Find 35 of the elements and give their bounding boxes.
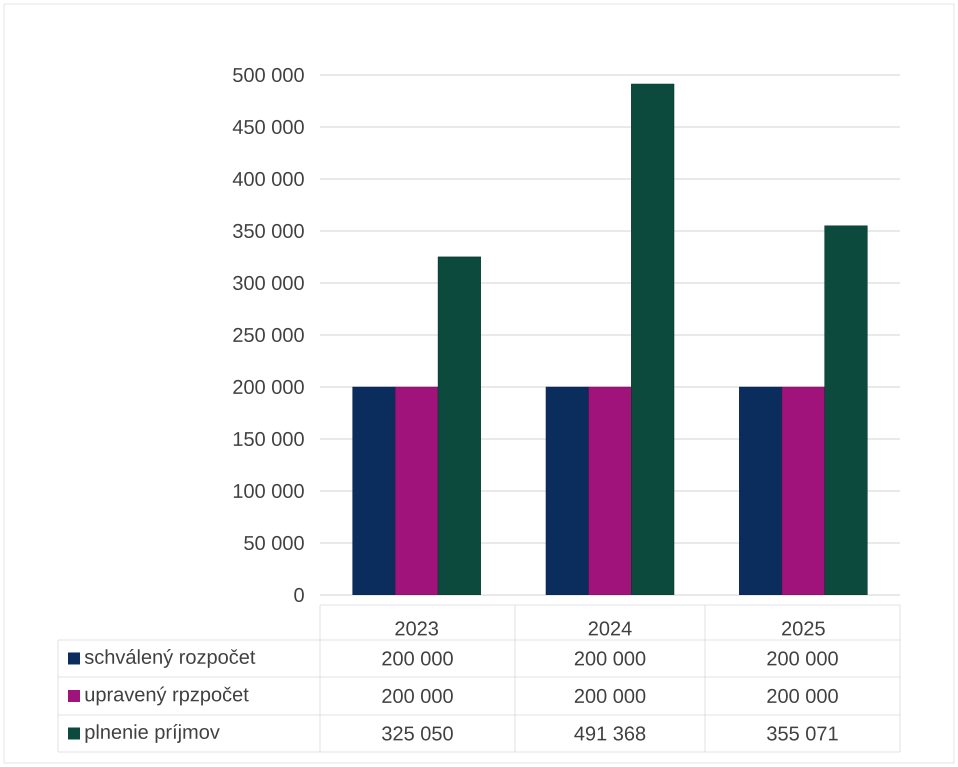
legend-label: upravený rpzpočet <box>86 686 249 706</box>
y-tick-label: 200 000 <box>233 380 304 394</box>
x-tick-label: 2024 <box>588 621 632 636</box>
data-label: 355 071 <box>767 726 838 741</box>
x-tick-label: 2023 <box>395 621 438 636</box>
y-tick-label: 100 000 <box>234 484 304 498</box>
data-label: 200 000 <box>382 651 453 666</box>
bar <box>588 386 632 595</box>
y-tick-label: 0 <box>294 588 304 602</box>
data-label: 491 368 <box>574 726 646 741</box>
bar <box>631 84 674 595</box>
legend-label: schválený rozpočet <box>84 649 256 668</box>
y-tick-label: 450 000 <box>232 120 304 134</box>
y-tick-label: 50 000 <box>244 536 304 550</box>
data-label: 200 000 <box>574 651 646 666</box>
y-tick-label: 500 000 <box>233 68 304 82</box>
bar <box>438 256 481 595</box>
y-tick-label: 150 000 <box>234 432 304 446</box>
bar <box>824 225 868 595</box>
y-tick-label: 250 000 <box>233 328 304 342</box>
data-label: 200 000 <box>767 688 838 704</box>
bar <box>782 386 825 595</box>
x-tick-label: 2025 <box>782 621 825 636</box>
data-label: 200 000 <box>574 688 646 704</box>
legend-label: plnenie príjmov <box>86 724 220 743</box>
y-tick-label: 300 000 <box>233 276 304 290</box>
data-label: 200 000 <box>767 651 838 666</box>
y-tick-label: 400 000 <box>232 172 304 186</box>
bar <box>546 386 589 595</box>
bar <box>352 386 396 595</box>
bar <box>739 386 782 595</box>
data-label: 200 000 <box>382 688 453 704</box>
data-label: 325 050 <box>382 726 453 741</box>
y-tick-label: 350 000 <box>233 224 304 238</box>
bar <box>395 386 438 595</box>
